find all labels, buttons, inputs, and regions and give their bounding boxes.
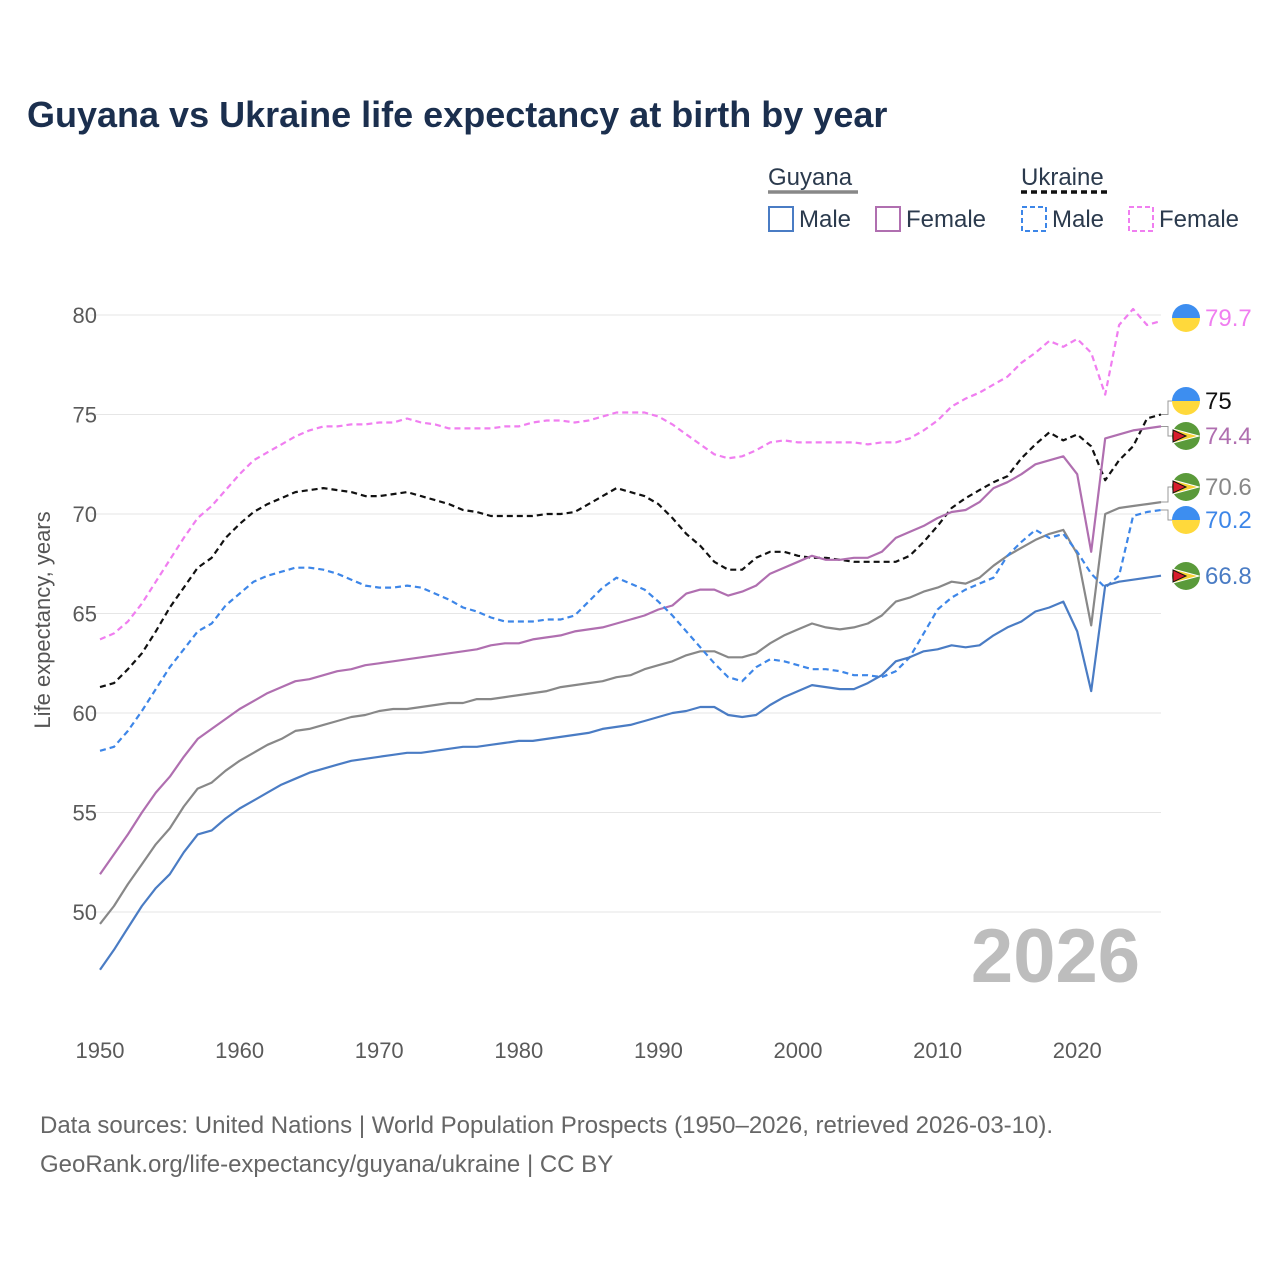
ukraine-flag-icon xyxy=(1172,506,1200,534)
series-lines xyxy=(99,307,1162,971)
series-line-ukraine-male xyxy=(99,508,1162,752)
x-tick-label: 1990 xyxy=(634,1038,683,1063)
x-tick-label: 2010 xyxy=(913,1038,962,1063)
end-label-value: 70.2 xyxy=(1205,507,1252,534)
y-axis-title: Life expectancy, years xyxy=(30,511,55,728)
x-tick-label: 2000 xyxy=(774,1038,823,1063)
footer-link[interactable]: GeoRank.org/life-expectancy/guyana/ukrai… xyxy=(40,1151,614,1178)
series-line-guyana-male xyxy=(99,574,1162,971)
end-label-connector xyxy=(1161,509,1173,521)
legend-swatch[interactable] xyxy=(768,206,794,232)
y-tick-label: 55 xyxy=(73,801,97,826)
y-tick-label: 50 xyxy=(73,900,97,925)
legend-swatch[interactable] xyxy=(1128,206,1154,232)
y-tick-label: 75 xyxy=(73,403,97,428)
legend-item-label[interactable]: Male xyxy=(1052,206,1104,233)
series-line-ukraine-total xyxy=(99,413,1162,689)
legend-group-guyana: Guyana xyxy=(768,164,853,191)
end-label-connector xyxy=(1161,400,1173,415)
legend-swatch[interactable] xyxy=(875,206,901,232)
x-axis-ticks: 1950 1960 1970 1980 1990 2000 2010 2020 xyxy=(76,1038,1102,1063)
series-line-guyana-total xyxy=(99,501,1162,925)
footer-source: Data sources: United Nations | World Pop… xyxy=(40,1112,1054,1139)
end-label-value: 75 xyxy=(1205,388,1232,415)
legend: Guyana Male Female Ukraine Male Female xyxy=(768,164,1239,233)
ukraine-flag-icon xyxy=(1172,304,1200,332)
line-chart: 50 55 60 65 70 75 80 1950 1960 1970 1980 1990 2000 2… xyxy=(30,164,1252,1063)
x-tick-label: 2020 xyxy=(1053,1038,1102,1063)
x-tick-label: 1970 xyxy=(355,1038,404,1063)
legend-item-label[interactable]: Female xyxy=(906,206,986,233)
guyana-flag-icon xyxy=(1172,422,1201,450)
x-tick-label: 1980 xyxy=(494,1038,543,1063)
legend-swatch[interactable] xyxy=(1021,206,1047,232)
end-label-connector xyxy=(1161,425,1173,437)
footer: Data sources: United Nations | World Pop… xyxy=(40,1106,1053,1184)
x-tick-label: 1960 xyxy=(215,1038,264,1063)
legend-item-label[interactable]: Male xyxy=(799,206,851,233)
chart-title: Guyana vs Ukraine life expectancy at bir… xyxy=(27,94,888,135)
series-line-guyana-female xyxy=(99,425,1162,875)
end-label-value: 66.8 xyxy=(1205,563,1252,590)
grid-lines xyxy=(90,314,1161,913)
y-tick-label: 70 xyxy=(73,502,97,527)
end-label-value: 79.7 xyxy=(1205,305,1252,332)
year-watermark: 2026 xyxy=(971,914,1140,999)
guyana-flag-icon xyxy=(1172,562,1201,590)
end-label-value: 70.6 xyxy=(1205,474,1252,501)
y-tick-label: 65 xyxy=(73,602,97,627)
y-tick-label: 60 xyxy=(73,701,97,726)
legend-item-label[interactable]: Female xyxy=(1159,206,1239,233)
series-line-ukraine-female xyxy=(99,307,1162,641)
guyana-flag-icon xyxy=(1172,473,1201,501)
end-label-connector xyxy=(1161,486,1173,503)
ukraine-flag-icon xyxy=(1172,387,1200,415)
end-labels: 79.7 75 74.4 70.6 70.2 66.8 xyxy=(1161,304,1252,590)
y-tick-label: 80 xyxy=(73,303,97,328)
legend-group-ukraine: Ukraine xyxy=(1021,164,1104,191)
y-axis-ticks: 50 55 60 65 70 75 80 xyxy=(73,303,97,925)
x-tick-label: 1950 xyxy=(76,1038,125,1063)
end-label-value: 74.4 xyxy=(1205,423,1252,450)
